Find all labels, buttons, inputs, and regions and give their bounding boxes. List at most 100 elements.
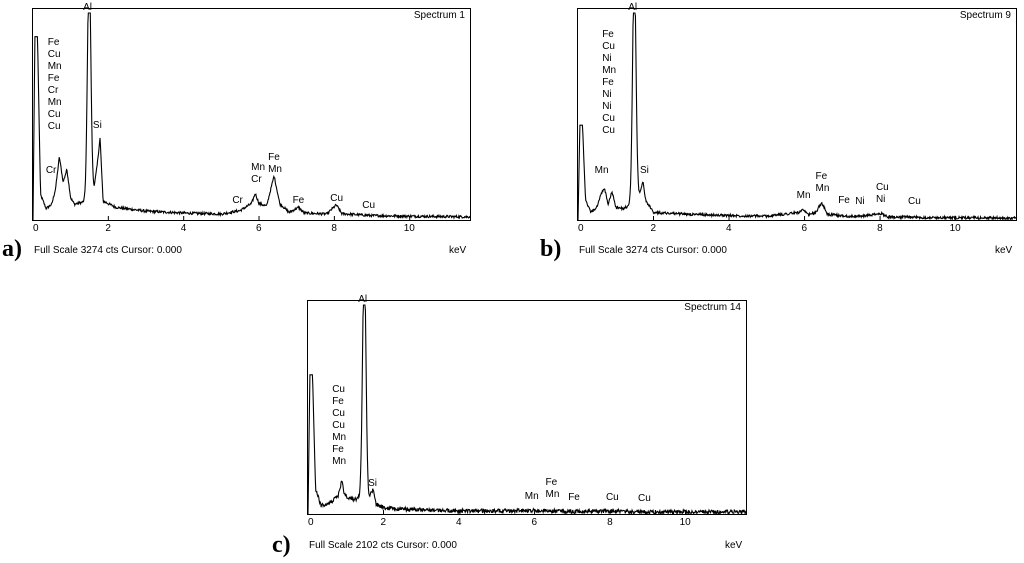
peak-label-a-0-0: Fe xyxy=(47,37,60,49)
peak-label-c-4-0: Fe xyxy=(545,477,558,489)
peak-label-b-4-0: Mn xyxy=(796,190,811,202)
peak-label-b-0-0: Fe xyxy=(602,28,614,40)
peak-label-a-0-7: Cu xyxy=(47,121,61,133)
footer-c: Full Scale 2102 cts Cursor: 0.000 xyxy=(309,540,457,551)
peak-label-a-4-0: Cr xyxy=(232,195,243,207)
peak-label-c-0-0: Cu xyxy=(332,383,345,395)
full-scale-value-c: 2102 cts xyxy=(355,540,394,551)
cursor-value-c: 0.000 xyxy=(431,540,457,551)
peak-label-b-8-1: Ni xyxy=(875,194,886,206)
x-tick-label-b-1: 2 xyxy=(650,223,657,234)
peak-label-c-0-4: Mn xyxy=(332,431,347,443)
x-tick-label-a-3: 6 xyxy=(256,223,262,234)
peak-label-b-0-6: Ni xyxy=(602,100,612,112)
peak-label-c-3-0: Mn xyxy=(524,491,539,503)
peak-label-c-7-0: Cu xyxy=(638,493,651,505)
peak-label-a-0-2: Mn xyxy=(47,61,62,73)
x-tick-label-b-3: 6 xyxy=(801,223,808,234)
peak-label-a-1-0: Cr xyxy=(45,164,57,176)
peak-label-a-6-0: Fe xyxy=(268,152,280,164)
peak-label-a-8-0: Cu xyxy=(330,193,344,205)
spectrum-svg-a xyxy=(33,12,470,220)
x-tick-label-c-3: 6 xyxy=(531,517,538,528)
panel-label-c: c) xyxy=(272,532,291,558)
x-tick-label-c-1: 2 xyxy=(380,517,387,528)
peak-label-b-0-1: Cu xyxy=(602,40,615,52)
plot-area-a: Spectrum 1 Fe Cu Mn Fe Cr Mn Cu Cu Cr Al Si Cr Mn Cr F… xyxy=(32,3,471,221)
peak-label-b-2-0: Al xyxy=(628,2,638,14)
spectrum-title-c: Spectrum 14 xyxy=(684,302,741,313)
peak-label-b-0-3: Mn xyxy=(602,64,617,76)
peak-label-a-0-6: Cu xyxy=(47,109,61,121)
spectrum-title-b: Spectrum 9 xyxy=(959,10,1011,21)
full-scale-value-b: 3274 cts xyxy=(625,245,664,256)
peak-label-b-0-8: Cu xyxy=(602,124,615,136)
cursor-value-a: 0.000 xyxy=(156,245,182,256)
spectrum-line-c xyxy=(308,304,746,514)
peak-label-a-5-1: Cr xyxy=(251,174,262,186)
peak-label-a-7-0: Fe xyxy=(292,195,305,207)
x-tick-label-b-4: 8 xyxy=(877,223,883,234)
cursor-label-c: Cursor: xyxy=(396,540,430,551)
x-tick-label-c-4: 8 xyxy=(607,517,613,528)
plot-area-b: Spectrum 9 Fe Cu Ni Mn Fe Ni Ni Cu Cu Mn Al Si Mn Fe M… xyxy=(577,3,1017,221)
full-scale-label-c: Full Scale xyxy=(309,540,353,551)
peak-label-b-3-0: Si xyxy=(639,164,649,176)
peak-label-b-5-0: Fe xyxy=(815,171,828,183)
peak-label-b-1-0: Mn xyxy=(594,164,609,176)
peak-label-c-4-1: Mn xyxy=(545,489,560,501)
unit-label-a: keV xyxy=(449,245,467,256)
peak-label-c-5-0: Fe xyxy=(568,492,580,504)
footer-b: Full Scale 3274 cts Cursor: 0.000 xyxy=(579,245,727,256)
peak-label-a-6-1: Mn xyxy=(268,164,282,176)
x-tick-label-c-0: 0 xyxy=(308,517,314,528)
peak-label-b-7-0: Ni xyxy=(855,196,865,208)
unit-label-b: keV xyxy=(995,245,1013,256)
peak-label-b-8-0: Cu xyxy=(875,182,889,194)
full-scale-label-a: Full Scale xyxy=(34,245,78,256)
spectrum-svg-b xyxy=(578,12,1016,220)
cursor-label-a: Cursor: xyxy=(121,245,155,256)
x-tick-label-a-0: 0 xyxy=(33,223,39,234)
x-tick-label-c-5: 10 xyxy=(679,517,691,528)
peak-label-c-0-1: Fe xyxy=(332,395,344,407)
peak-label-a-5-0: Mn xyxy=(251,162,266,174)
peak-label-a-9-0: Cu xyxy=(362,199,376,211)
peak-label-c-0-6: Mn xyxy=(332,455,347,467)
peak-label-b-0-7: Cu xyxy=(602,112,615,124)
full-scale-label-b: Full Scale xyxy=(579,245,623,256)
x-tick-label-a-5: 10 xyxy=(403,223,415,234)
spectrum-title-a: Spectrum 1 xyxy=(413,10,465,21)
peak-label-a-0-5: Mn xyxy=(47,97,62,109)
peak-label-b-0-2: Ni xyxy=(602,52,612,64)
x-tick-label-a-2: 4 xyxy=(180,223,187,234)
peak-label-b-0-4: Fe xyxy=(602,76,614,88)
cursor-label-b: Cursor: xyxy=(666,245,700,256)
x-tick-label-b-5: 10 xyxy=(949,223,961,234)
peak-label-a-0-4: Cr xyxy=(47,85,59,97)
x-tick-label-b-2: 4 xyxy=(726,223,732,234)
panel-label-a: a) xyxy=(2,236,22,262)
peak-label-b-6-0: Fe xyxy=(838,195,850,207)
peak-label-a-0-3: Fe xyxy=(47,73,60,85)
cursor-value-b: 0.000 xyxy=(701,245,727,256)
spectrum-line-b xyxy=(578,12,1016,220)
peak-label-b-5-1: Mn xyxy=(815,183,830,195)
peak-label-c-2-0: Si xyxy=(368,478,377,490)
spectrum-line-a xyxy=(33,12,470,220)
footer-a: Full Scale 3274 cts Cursor: 0.000 xyxy=(34,245,182,256)
peak-label-c-0-3: Cu xyxy=(332,419,345,431)
peak-label-c-6-0: Cu xyxy=(605,492,619,504)
peak-label-a-2-0: Al xyxy=(83,2,93,14)
peak-label-c-0-2: Cu xyxy=(332,407,345,419)
peak-label-c-1-0: Al xyxy=(358,294,368,306)
unit-label-c: keV xyxy=(725,540,743,551)
x-tick-label-a-4: 8 xyxy=(331,223,337,234)
peak-label-a-3-0: Si xyxy=(92,120,102,132)
x-tick-label-c-2: 4 xyxy=(456,517,462,528)
peak-label-c-0-5: Fe xyxy=(332,443,344,455)
peak-label-b-0-5: Ni xyxy=(602,88,612,100)
panel-label-b: b) xyxy=(540,236,562,262)
x-tick-label-b-0: 0 xyxy=(578,223,584,234)
plot-area-c: Spectrum 14 Cu Fe Cu Cu Mn Fe Mn Al Si Mn Fe Mn Fe Cu… xyxy=(307,295,747,515)
